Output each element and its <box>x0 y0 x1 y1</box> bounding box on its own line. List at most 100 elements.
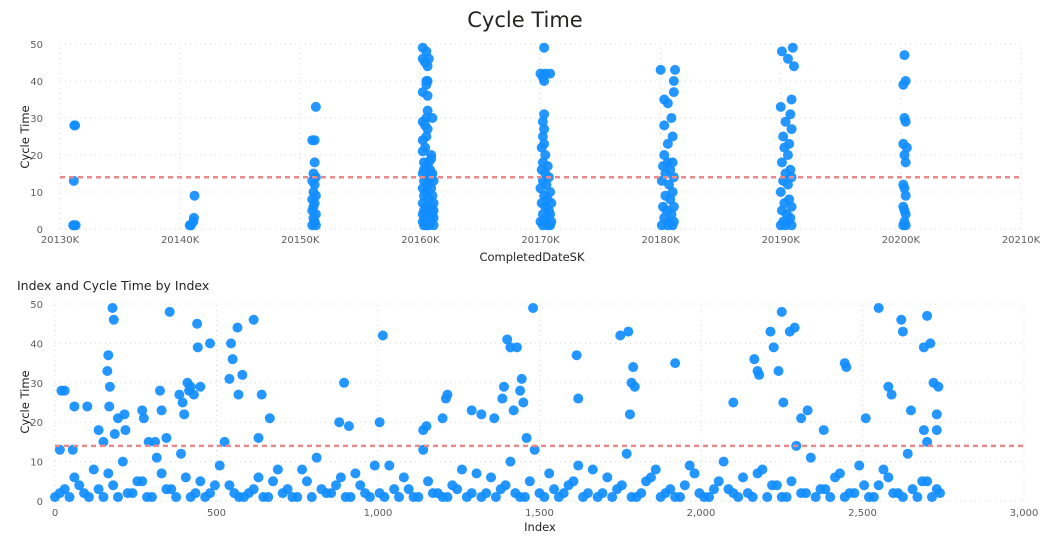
data-point <box>615 330 626 341</box>
data-point <box>98 436 109 447</box>
data-point <box>737 472 748 483</box>
data-point <box>679 480 690 491</box>
data-point <box>666 113 677 123</box>
data-point <box>668 87 679 98</box>
data-point <box>442 492 453 503</box>
data-point <box>537 220 548 231</box>
data-point <box>917 476 928 487</box>
data-point <box>334 417 345 428</box>
data-points <box>68 42 912 231</box>
data-point <box>309 157 320 168</box>
data-point <box>107 302 118 313</box>
data-point <box>200 492 211 503</box>
data-point <box>422 124 433 135</box>
data-point <box>897 492 908 503</box>
data-point <box>422 61 433 72</box>
x-tick-label: 20190K <box>762 235 801 246</box>
data-points <box>50 302 946 503</box>
data-point <box>883 381 894 392</box>
data-point <box>179 409 190 420</box>
data-point <box>922 310 933 321</box>
data-point <box>511 342 522 353</box>
data-point <box>505 456 516 467</box>
data-point <box>502 334 513 345</box>
x-tick-label: 1,000 <box>364 508 393 519</box>
data-point <box>428 220 439 231</box>
data-point <box>54 488 65 499</box>
data-point <box>597 488 608 499</box>
data-point <box>573 460 584 471</box>
data-point <box>403 484 414 495</box>
data-point <box>668 76 679 86</box>
data-point <box>237 369 248 380</box>
y-tick-label: 0 <box>37 225 43 236</box>
data-point <box>888 488 899 499</box>
data-point <box>142 492 153 503</box>
data-point <box>788 61 799 72</box>
data-point <box>335 472 346 483</box>
x-tick-label: 1,500 <box>525 508 554 519</box>
data-point <box>779 142 790 153</box>
data-point <box>69 472 80 483</box>
data-point <box>301 476 312 487</box>
data-point <box>659 120 670 131</box>
data-point <box>900 190 911 201</box>
data-point <box>529 444 540 455</box>
data-point <box>156 405 167 416</box>
data-point <box>466 405 477 416</box>
data-point <box>461 492 472 503</box>
data-point <box>384 460 395 471</box>
x-tick-label: 2,500 <box>848 508 877 519</box>
data-point <box>277 488 288 499</box>
data-point <box>238 492 249 503</box>
data-point <box>537 116 548 127</box>
data-point <box>771 480 782 491</box>
data-point <box>667 131 678 142</box>
data-point <box>883 472 894 483</box>
data-point <box>442 389 453 400</box>
data-point <box>776 157 787 168</box>
data-point <box>667 220 678 231</box>
data-point <box>364 492 375 503</box>
x-tick-label: 3,000 <box>1010 508 1039 519</box>
y-tick-label: 20 <box>30 418 43 429</box>
data-point <box>664 179 675 190</box>
data-point <box>754 369 765 380</box>
data-point <box>102 365 113 376</box>
y-tick-label: 50 <box>30 40 43 51</box>
data-point <box>180 472 191 483</box>
data-point <box>825 492 836 503</box>
data-point <box>132 476 143 487</box>
data-point <box>369 460 380 471</box>
y-axis-label-cycle-time-bottom: Cycle Time <box>18 370 32 433</box>
data-point <box>776 306 787 317</box>
y-tick-label: 0 <box>37 497 43 508</box>
data-point <box>616 480 627 491</box>
data-point <box>137 405 148 416</box>
data-point <box>306 492 317 503</box>
data-point <box>326 488 337 499</box>
data-point <box>694 488 705 499</box>
data-point <box>786 124 797 135</box>
data-point <box>112 492 123 503</box>
data-point <box>374 417 385 428</box>
data-point <box>69 401 80 412</box>
data-point <box>607 492 618 503</box>
data-point <box>413 492 424 503</box>
y-tick-label: 30 <box>30 114 43 125</box>
data-point <box>912 492 923 503</box>
data-point <box>226 338 237 349</box>
data-point <box>345 492 356 503</box>
data-point <box>350 468 361 479</box>
data-point <box>248 484 259 495</box>
data-point <box>922 436 933 447</box>
scatter-plot-top: 0 10 20 30 40 50 20130K 20140K 20150K 20160K 20170… <box>30 40 1040 246</box>
data-point <box>918 425 929 436</box>
data-point <box>684 460 695 471</box>
data-point <box>931 425 942 436</box>
data-point <box>841 362 852 373</box>
data-point <box>733 492 744 503</box>
data-point <box>624 409 635 420</box>
data-point <box>64 492 75 503</box>
data-point <box>528 302 539 313</box>
